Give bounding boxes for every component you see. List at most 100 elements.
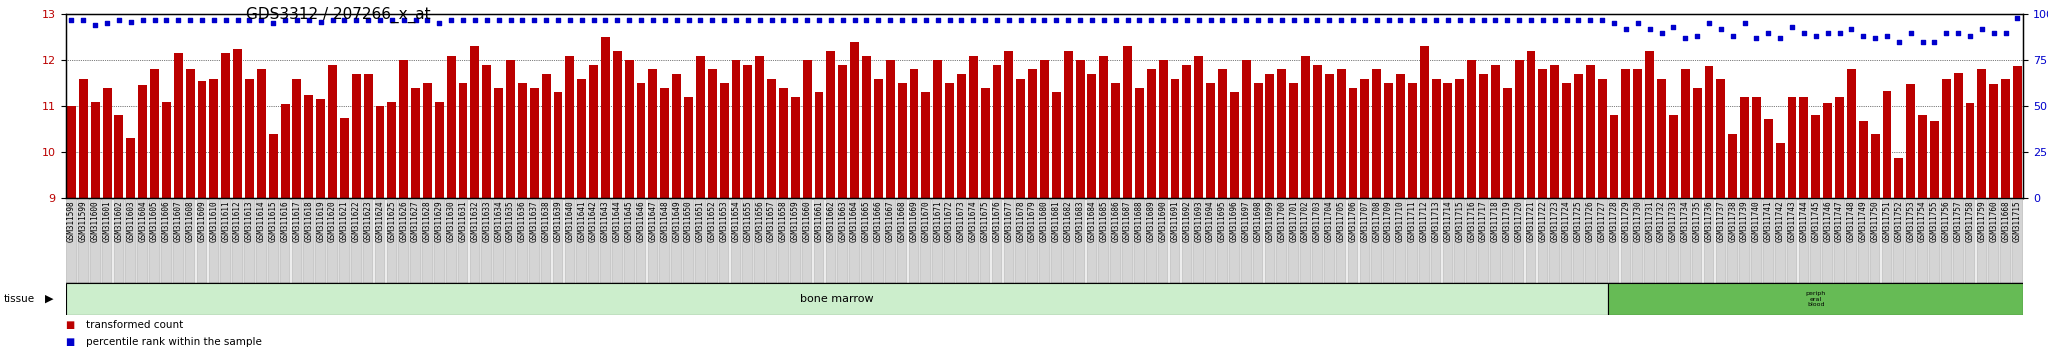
Point bbox=[1550, 17, 1583, 23]
Text: GSM311674: GSM311674 bbox=[969, 201, 977, 242]
Bar bbox=[375, 106, 385, 198]
Text: GSM311723: GSM311723 bbox=[1550, 201, 1559, 242]
Text: GSM311703: GSM311703 bbox=[1313, 201, 1321, 242]
Point bbox=[352, 17, 385, 23]
Text: GSM311731: GSM311731 bbox=[1645, 201, 1655, 242]
Point bbox=[530, 17, 563, 23]
Bar bbox=[709, 69, 717, 198]
Bar bbox=[1645, 51, 1655, 198]
Bar bbox=[231, 198, 244, 283]
Point bbox=[1266, 17, 1298, 23]
Point bbox=[1741, 35, 1774, 41]
Bar bbox=[172, 198, 184, 283]
Bar bbox=[102, 88, 111, 198]
Point bbox=[55, 17, 88, 23]
Point bbox=[1763, 35, 1796, 41]
Bar bbox=[1135, 88, 1145, 198]
Bar bbox=[979, 198, 991, 283]
Bar bbox=[1384, 83, 1393, 198]
Bar bbox=[1575, 74, 1583, 198]
Point bbox=[446, 17, 479, 23]
Bar bbox=[1313, 198, 1323, 283]
Text: GSM311684: GSM311684 bbox=[1087, 201, 1096, 242]
Bar bbox=[600, 37, 610, 198]
Point bbox=[268, 17, 301, 23]
Point bbox=[993, 17, 1026, 23]
Text: GSM311754: GSM311754 bbox=[1919, 201, 1927, 242]
Bar bbox=[1075, 60, 1085, 198]
Bar bbox=[1182, 65, 1192, 198]
Bar bbox=[1716, 79, 1724, 198]
Point bbox=[1645, 30, 1677, 35]
Text: GSM311697: GSM311697 bbox=[1241, 201, 1251, 242]
Bar bbox=[1300, 56, 1311, 198]
Point bbox=[1597, 21, 1630, 26]
Text: GSM311668: GSM311668 bbox=[897, 201, 907, 242]
Bar bbox=[162, 198, 172, 283]
Bar bbox=[1989, 198, 1999, 283]
Bar bbox=[1323, 198, 1335, 283]
Text: GSM311702: GSM311702 bbox=[1300, 201, 1311, 242]
Bar bbox=[1241, 60, 1251, 198]
Bar bbox=[1219, 69, 1227, 198]
Bar bbox=[909, 69, 918, 198]
Text: GSM311734: GSM311734 bbox=[1681, 201, 1690, 242]
Point bbox=[1479, 17, 1511, 23]
Bar bbox=[1978, 69, 1987, 198]
Text: GSM311671: GSM311671 bbox=[934, 201, 942, 242]
Bar bbox=[469, 198, 479, 283]
Text: GSM311628: GSM311628 bbox=[424, 201, 432, 242]
Bar bbox=[897, 198, 907, 283]
Bar bbox=[1823, 198, 1833, 283]
Text: GSM311654: GSM311654 bbox=[731, 201, 741, 242]
Bar bbox=[1597, 79, 1606, 198]
Point bbox=[387, 17, 420, 23]
Bar bbox=[897, 83, 907, 198]
Text: tissue: tissue bbox=[4, 294, 35, 304]
Text: GSM311735: GSM311735 bbox=[1692, 201, 1702, 242]
Text: GSM311663: GSM311663 bbox=[838, 201, 848, 242]
Text: GSM311616: GSM311616 bbox=[281, 201, 289, 242]
Bar bbox=[530, 88, 539, 198]
Text: GSM311604: GSM311604 bbox=[137, 201, 147, 242]
Bar bbox=[1063, 198, 1073, 283]
Bar bbox=[2011, 198, 2023, 283]
Bar bbox=[969, 56, 977, 198]
Text: GSM311716: GSM311716 bbox=[1466, 201, 1477, 242]
Bar bbox=[1929, 198, 1939, 283]
Bar bbox=[1063, 51, 1073, 198]
Text: ▶: ▶ bbox=[45, 294, 53, 304]
Bar bbox=[553, 92, 563, 198]
Bar bbox=[1266, 74, 1274, 198]
Point bbox=[1538, 17, 1571, 23]
Point bbox=[1585, 17, 1618, 23]
Bar bbox=[305, 95, 313, 198]
Text: GSM311658: GSM311658 bbox=[778, 201, 788, 242]
Bar bbox=[66, 198, 78, 283]
Point bbox=[2001, 15, 2034, 21]
Point bbox=[1860, 35, 1892, 41]
Bar bbox=[1407, 83, 1417, 198]
Point bbox=[1870, 33, 1903, 39]
Bar bbox=[684, 198, 694, 283]
Bar bbox=[1729, 134, 1737, 198]
Point bbox=[1135, 17, 1167, 23]
Bar bbox=[872, 198, 883, 283]
Bar bbox=[2001, 79, 2009, 198]
Bar bbox=[281, 104, 289, 198]
Bar bbox=[1182, 198, 1192, 283]
Bar bbox=[80, 79, 88, 198]
Bar bbox=[150, 198, 160, 283]
Bar bbox=[399, 198, 410, 283]
Bar bbox=[1004, 51, 1014, 198]
Bar bbox=[387, 102, 397, 198]
Text: GSM311715: GSM311715 bbox=[2013, 201, 2021, 242]
Bar bbox=[922, 92, 930, 198]
Text: GSM311655: GSM311655 bbox=[743, 201, 752, 242]
Bar bbox=[1466, 198, 1477, 283]
Point bbox=[731, 17, 764, 23]
Text: GSM311676: GSM311676 bbox=[993, 201, 1001, 242]
Point bbox=[78, 22, 111, 28]
Text: GSM311691: GSM311691 bbox=[1171, 201, 1180, 242]
Bar bbox=[2001, 198, 2011, 283]
